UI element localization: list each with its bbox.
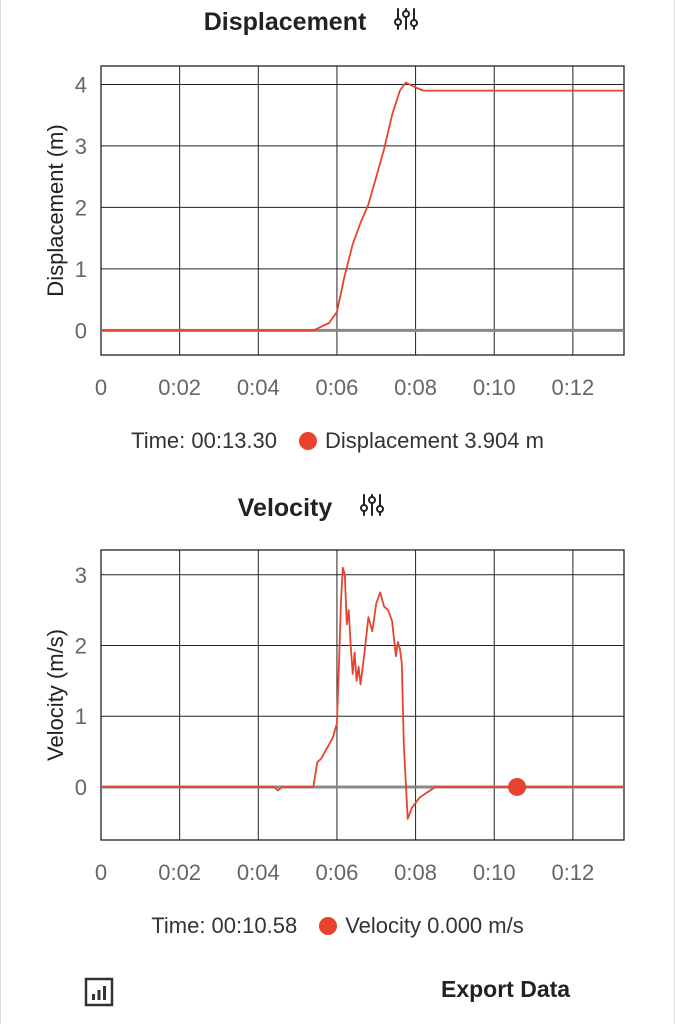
displacement-plot-frame	[100, 65, 625, 356]
displacement-y-tick-label: 2	[75, 195, 87, 220]
velocity-series-line	[101, 566, 624, 820]
left-edge-divider	[0, 0, 1, 1024]
velocity-chart[interactable]: 0 0:02 0:04 0:06 0:08 0:10 0:12 0 1 2 3 Velocity (m…	[0, 530, 675, 910]
displacement-x-tick-label: 0:02	[158, 375, 201, 400]
velocity-title: Velocity	[237, 494, 333, 522]
export-data-button[interactable]: Export Data	[441, 976, 571, 1002]
displacement-series-line	[101, 81, 624, 332]
velocity-x-tick-label: 0:02	[158, 860, 201, 885]
velocity-x-tick-label: 0	[95, 860, 107, 885]
velocity-x-tick-label: 0:10	[473, 860, 516, 885]
velocity-legend-dot	[319, 917, 338, 935]
displacement-y-tick-label: 3	[75, 134, 87, 159]
velocity-x-tick-label: 0:12	[551, 860, 594, 885]
velocity-y-tick-label: 1	[75, 704, 87, 729]
displacement-x-tick-label: 0:08	[394, 375, 437, 400]
velocity-y-tick-label: 0	[75, 775, 87, 800]
displacement-time-label: Time: 00:13.30	[131, 428, 278, 453]
velocity-value-label: Velocity 0.000 m/s	[345, 913, 524, 938]
velocity-plot-frame	[100, 549, 625, 841]
velocity-x-tick-label: 0:06	[316, 860, 359, 885]
velocity-settings-icon[interactable]	[359, 492, 385, 525]
displacement-legend-dot	[299, 432, 318, 450]
displacement-y-axis-label: Displacement (m)	[43, 124, 68, 296]
velocity-x-tick-label: 0:08	[394, 860, 437, 885]
displacement-y-tick-label: 0	[75, 318, 87, 343]
displacement-x-tick-label: 0	[95, 375, 107, 400]
velocity-y-tick-label: 3	[75, 563, 87, 588]
displacement-value-label: Displacement 3.904 m	[325, 428, 544, 453]
displacement-x-tick-label: 0:10	[473, 375, 516, 400]
velocity-y-tick-label: 2	[75, 633, 87, 658]
displacement-readout: Time: 00:13.30 Displacement 3.904 m	[0, 428, 675, 454]
velocity-cursor-marker[interactable]	[508, 777, 527, 796]
displacement-settings-icon[interactable]	[393, 6, 419, 39]
velocity-title-row: Velocity	[0, 492, 649, 525]
displacement-title: Displacement	[203, 8, 367, 36]
velocity-readout: Time: 00:10.58 Velocity 0.000 m/s	[0, 913, 675, 939]
displacement-x-tick-label: 0:06	[316, 375, 359, 400]
displacement-chart[interactable]: 0 0:02 0:04 0:06 0:08 0:10 0:12 0 1 2 3 4 Displaceme…	[0, 40, 675, 470]
displacement-y-tick-label: 1	[75, 257, 87, 282]
velocity-x-tick-label: 0:04	[237, 860, 280, 885]
velocity-time-label: Time: 00:10.58	[151, 913, 298, 938]
velocity-y-axis-label: Velocity (m/s)	[43, 629, 68, 761]
displacement-y-tick-label: 4	[75, 72, 87, 97]
bar-chart-icon[interactable]	[84, 977, 114, 1012]
displacement-x-tick-label: 0:04	[237, 375, 280, 400]
displacement-x-tick-label: 0:12	[551, 375, 594, 400]
displacement-title-row: Displacement	[0, 6, 649, 39]
